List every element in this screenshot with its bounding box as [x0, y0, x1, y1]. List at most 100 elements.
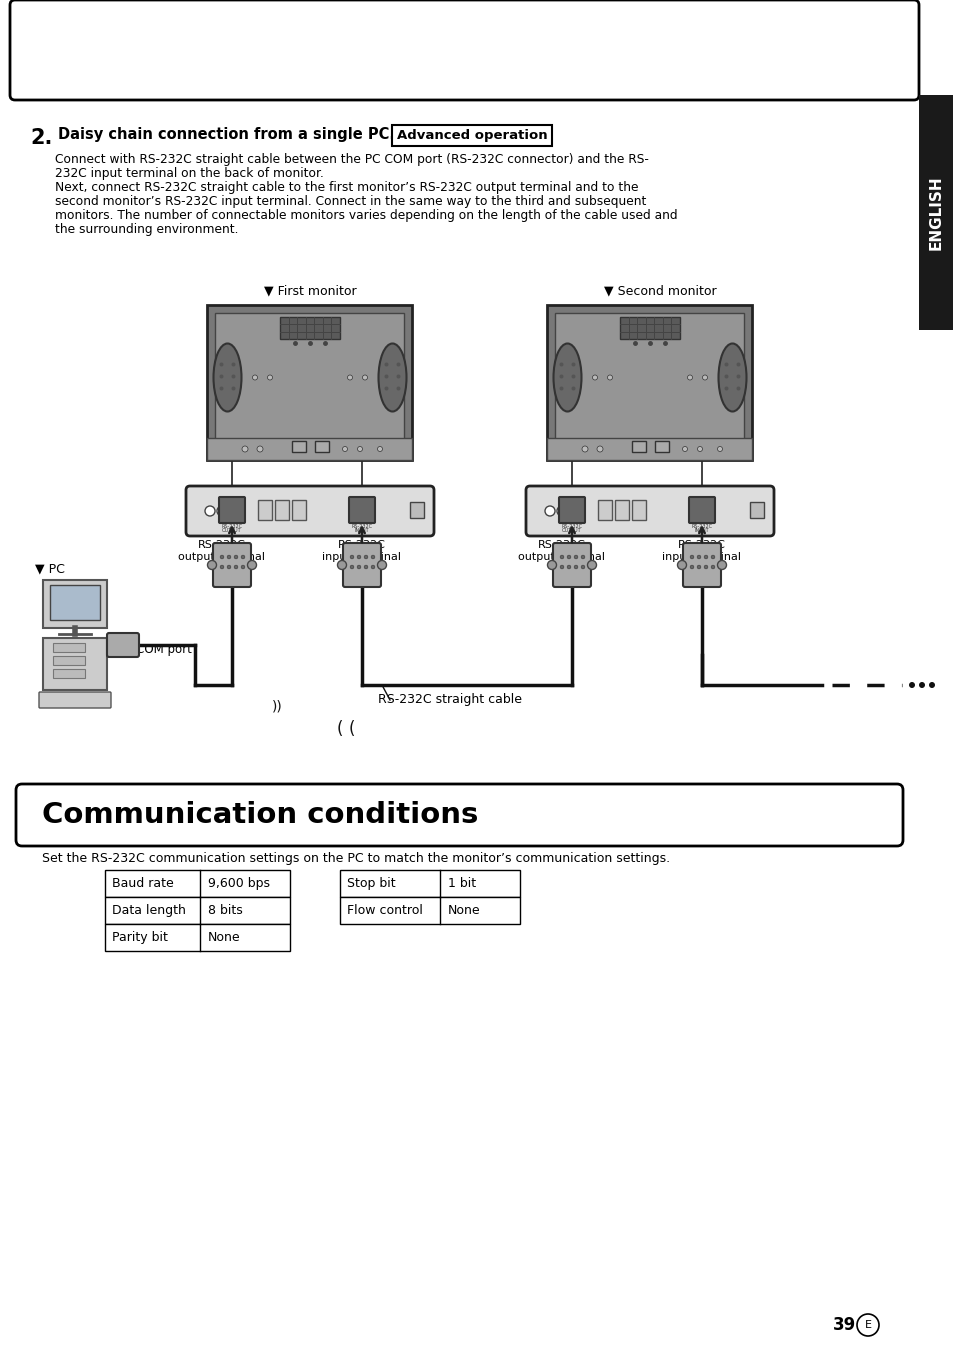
Circle shape — [571, 386, 575, 390]
Circle shape — [350, 565, 354, 569]
Circle shape — [396, 362, 400, 366]
Circle shape — [356, 555, 360, 559]
Ellipse shape — [378, 343, 406, 412]
Circle shape — [574, 565, 578, 569]
Circle shape — [371, 555, 375, 559]
FancyBboxPatch shape — [257, 500, 272, 520]
Text: monitors. The number of connectable monitors varies depending on the length of t: monitors. The number of connectable moni… — [55, 209, 677, 222]
Text: INPUT: INPUT — [694, 528, 709, 534]
FancyBboxPatch shape — [43, 638, 107, 690]
Text: RS-232C
output terminal: RS-232C output terminal — [518, 540, 605, 562]
Circle shape — [681, 446, 687, 451]
Circle shape — [232, 386, 235, 390]
Circle shape — [717, 446, 721, 451]
Text: 8 bits: 8 bits — [208, 904, 242, 917]
Text: Connect with RS-232C straight cable between the PC COM port (RS-232C connector) : Connect with RS-232C straight cable betw… — [55, 153, 648, 166]
Text: Data length: Data length — [112, 904, 186, 917]
Circle shape — [703, 555, 707, 559]
FancyBboxPatch shape — [555, 313, 743, 442]
FancyBboxPatch shape — [50, 585, 100, 620]
Text: ▼ Second monitor: ▼ Second monitor — [603, 284, 716, 297]
Circle shape — [364, 555, 368, 559]
Text: RS-232C
output terminal: RS-232C output terminal — [178, 540, 265, 562]
Circle shape — [253, 376, 257, 380]
FancyBboxPatch shape — [213, 543, 251, 586]
Circle shape — [384, 362, 388, 366]
Circle shape — [689, 555, 693, 559]
Circle shape — [377, 446, 382, 451]
FancyBboxPatch shape — [274, 500, 289, 520]
FancyBboxPatch shape — [16, 784, 902, 846]
Ellipse shape — [553, 343, 581, 412]
Text: Communication conditions: Communication conditions — [42, 801, 477, 830]
Circle shape — [701, 376, 707, 380]
Circle shape — [928, 682, 934, 688]
Ellipse shape — [718, 343, 745, 412]
FancyBboxPatch shape — [749, 503, 763, 517]
FancyBboxPatch shape — [105, 897, 290, 924]
Text: None: None — [448, 904, 480, 917]
Circle shape — [574, 555, 578, 559]
Circle shape — [364, 565, 368, 569]
FancyBboxPatch shape — [10, 0, 918, 100]
Circle shape — [592, 376, 597, 380]
Text: Stop bit: Stop bit — [347, 877, 395, 890]
Text: the surrounding environment.: the surrounding environment. — [55, 223, 238, 236]
Text: Next, connect RS-232C straight cable to the first monitor’s RS-232C output termi: Next, connect RS-232C straight cable to … — [55, 181, 638, 195]
Circle shape — [337, 561, 346, 570]
FancyBboxPatch shape — [682, 543, 720, 586]
Text: OUTPUT: OUTPUT — [561, 528, 581, 534]
Circle shape — [220, 565, 224, 569]
FancyBboxPatch shape — [215, 313, 404, 442]
Circle shape — [571, 362, 575, 366]
FancyBboxPatch shape — [598, 500, 612, 520]
Circle shape — [710, 555, 714, 559]
Text: Flow control: Flow control — [347, 904, 422, 917]
FancyBboxPatch shape — [918, 95, 953, 330]
FancyBboxPatch shape — [280, 317, 339, 339]
FancyBboxPatch shape — [292, 440, 306, 453]
Text: ▼ PC: ▼ PC — [35, 562, 65, 576]
FancyBboxPatch shape — [547, 438, 752, 459]
Circle shape — [242, 446, 248, 453]
Circle shape — [396, 386, 400, 390]
FancyBboxPatch shape — [53, 669, 85, 678]
FancyBboxPatch shape — [631, 500, 645, 520]
Circle shape — [567, 555, 570, 559]
FancyBboxPatch shape — [410, 503, 423, 517]
FancyBboxPatch shape — [105, 870, 290, 897]
FancyBboxPatch shape — [343, 543, 380, 586]
Circle shape — [918, 682, 924, 688]
Circle shape — [208, 561, 216, 570]
Circle shape — [227, 555, 231, 559]
FancyBboxPatch shape — [43, 580, 107, 628]
Circle shape — [384, 386, 388, 390]
Circle shape — [559, 565, 563, 569]
FancyBboxPatch shape — [208, 305, 412, 459]
Text: To COM port: To COM port — [120, 643, 192, 657]
Circle shape — [856, 1315, 878, 1336]
Circle shape — [736, 374, 740, 378]
Circle shape — [216, 507, 227, 516]
Text: (: ( — [336, 720, 343, 738]
Circle shape — [547, 561, 556, 570]
Text: 9,600 bps: 9,600 bps — [208, 877, 270, 890]
Circle shape — [219, 386, 223, 390]
Circle shape — [219, 362, 223, 366]
Text: None: None — [208, 931, 240, 944]
Text: 1 bit: 1 bit — [448, 877, 476, 890]
Circle shape — [597, 446, 602, 453]
Circle shape — [717, 561, 726, 570]
FancyBboxPatch shape — [525, 486, 773, 536]
FancyBboxPatch shape — [615, 500, 628, 520]
Circle shape — [557, 507, 566, 516]
Text: RS-232C: RS-232C — [691, 524, 712, 530]
FancyBboxPatch shape — [105, 924, 290, 951]
FancyBboxPatch shape — [314, 440, 329, 453]
Circle shape — [232, 362, 235, 366]
Circle shape — [587, 561, 596, 570]
Text: E: E — [863, 1320, 871, 1329]
Circle shape — [544, 507, 555, 516]
Circle shape — [697, 565, 700, 569]
Circle shape — [220, 555, 224, 559]
